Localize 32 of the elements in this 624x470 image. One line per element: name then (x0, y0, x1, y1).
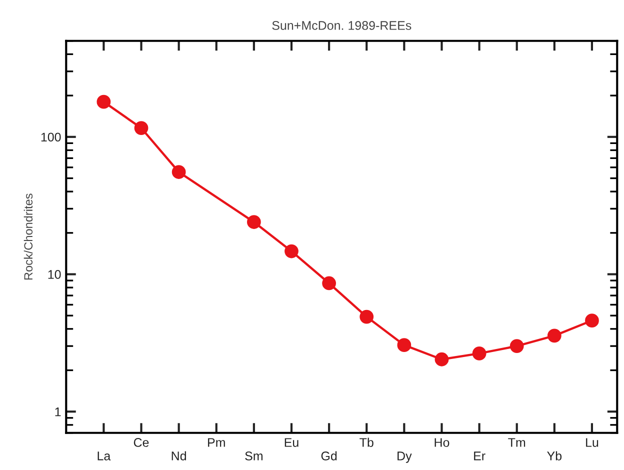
x-tick-label: Eu (284, 438, 298, 447)
x-tick-label: Yb (547, 451, 562, 460)
point (360, 310, 374, 324)
y-tick-label: 100 (41, 132, 61, 142)
x-tick-label: Dy (398, 452, 412, 463)
point (246, 215, 261, 229)
point (96, 94, 111, 109)
x-tick-label: Ce (134, 438, 149, 447)
x-tick-label: Tm (508, 438, 526, 447)
point (322, 276, 336, 290)
y-axis-title: Rock/Chondrites (24, 194, 33, 280)
point (547, 328, 562, 343)
x-tick-label: Pm (208, 438, 225, 447)
x-tick-label: Nd (172, 451, 186, 460)
point (134, 121, 148, 135)
x-tick-label: Lu (586, 438, 598, 447)
x-tick-label: Tb (360, 438, 374, 447)
y-tick-label: 1 (55, 408, 61, 416)
point (434, 352, 449, 366)
x-tick-label: Ho (434, 438, 450, 447)
x-tick-label: Er (474, 452, 486, 460)
point (585, 314, 599, 328)
point (172, 165, 186, 179)
point (472, 346, 486, 360)
x-tick-label: Sm (245, 452, 262, 460)
x-tick-label: Gd (321, 451, 337, 460)
chart-title: Sun+McDon. 1989-REEs (272, 21, 412, 30)
point (397, 338, 412, 352)
y-tick-label: 10 (48, 270, 61, 279)
point (284, 244, 298, 258)
point (510, 339, 524, 354)
x-tick-label: La (98, 452, 111, 460)
